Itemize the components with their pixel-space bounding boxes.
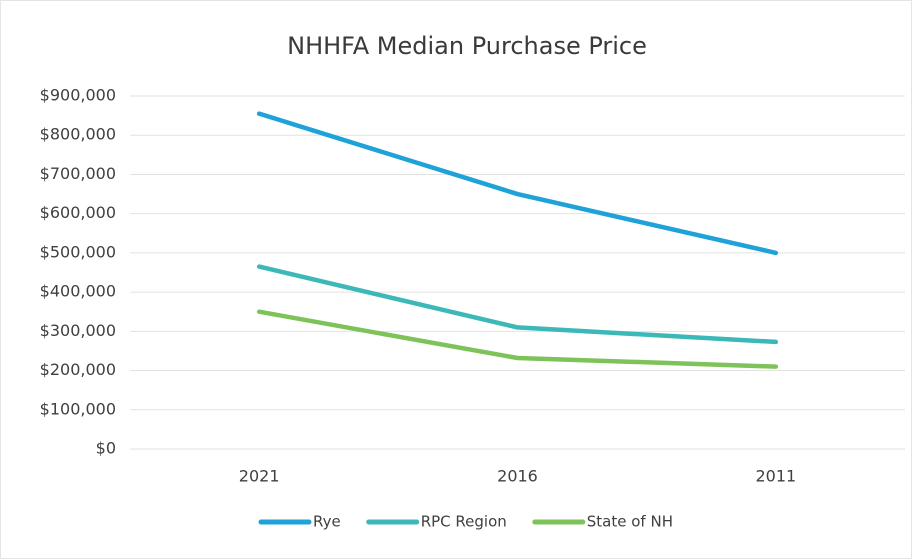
y-tick-label: $600,000 xyxy=(40,203,116,222)
chart-title: NHHFA Median Purchase Price xyxy=(287,32,647,60)
line-series xyxy=(256,309,779,369)
x-tick-label: 2011 xyxy=(755,467,796,486)
y-tick-label: $700,000 xyxy=(40,164,116,183)
y-tick-label: $800,000 xyxy=(40,125,116,144)
y-tick-label: $0 xyxy=(96,439,116,458)
line-series xyxy=(256,111,779,256)
y-tick-label: $100,000 xyxy=(40,399,116,418)
y-tick-label: $300,000 xyxy=(40,321,116,340)
line-series xyxy=(256,264,779,345)
y-tick-label: $500,000 xyxy=(40,242,116,261)
y-tick-label: $200,000 xyxy=(40,360,116,379)
x-tick-label: 2021 xyxy=(239,467,280,486)
legend-label: RPC Region xyxy=(421,513,507,531)
legend-label: Rye xyxy=(313,513,341,531)
x-tick-label: 2016 xyxy=(497,467,538,486)
legend-label: State of NH xyxy=(587,513,673,531)
y-tick-label: $900,000 xyxy=(40,86,116,105)
y-tick-label: $400,000 xyxy=(40,282,116,301)
